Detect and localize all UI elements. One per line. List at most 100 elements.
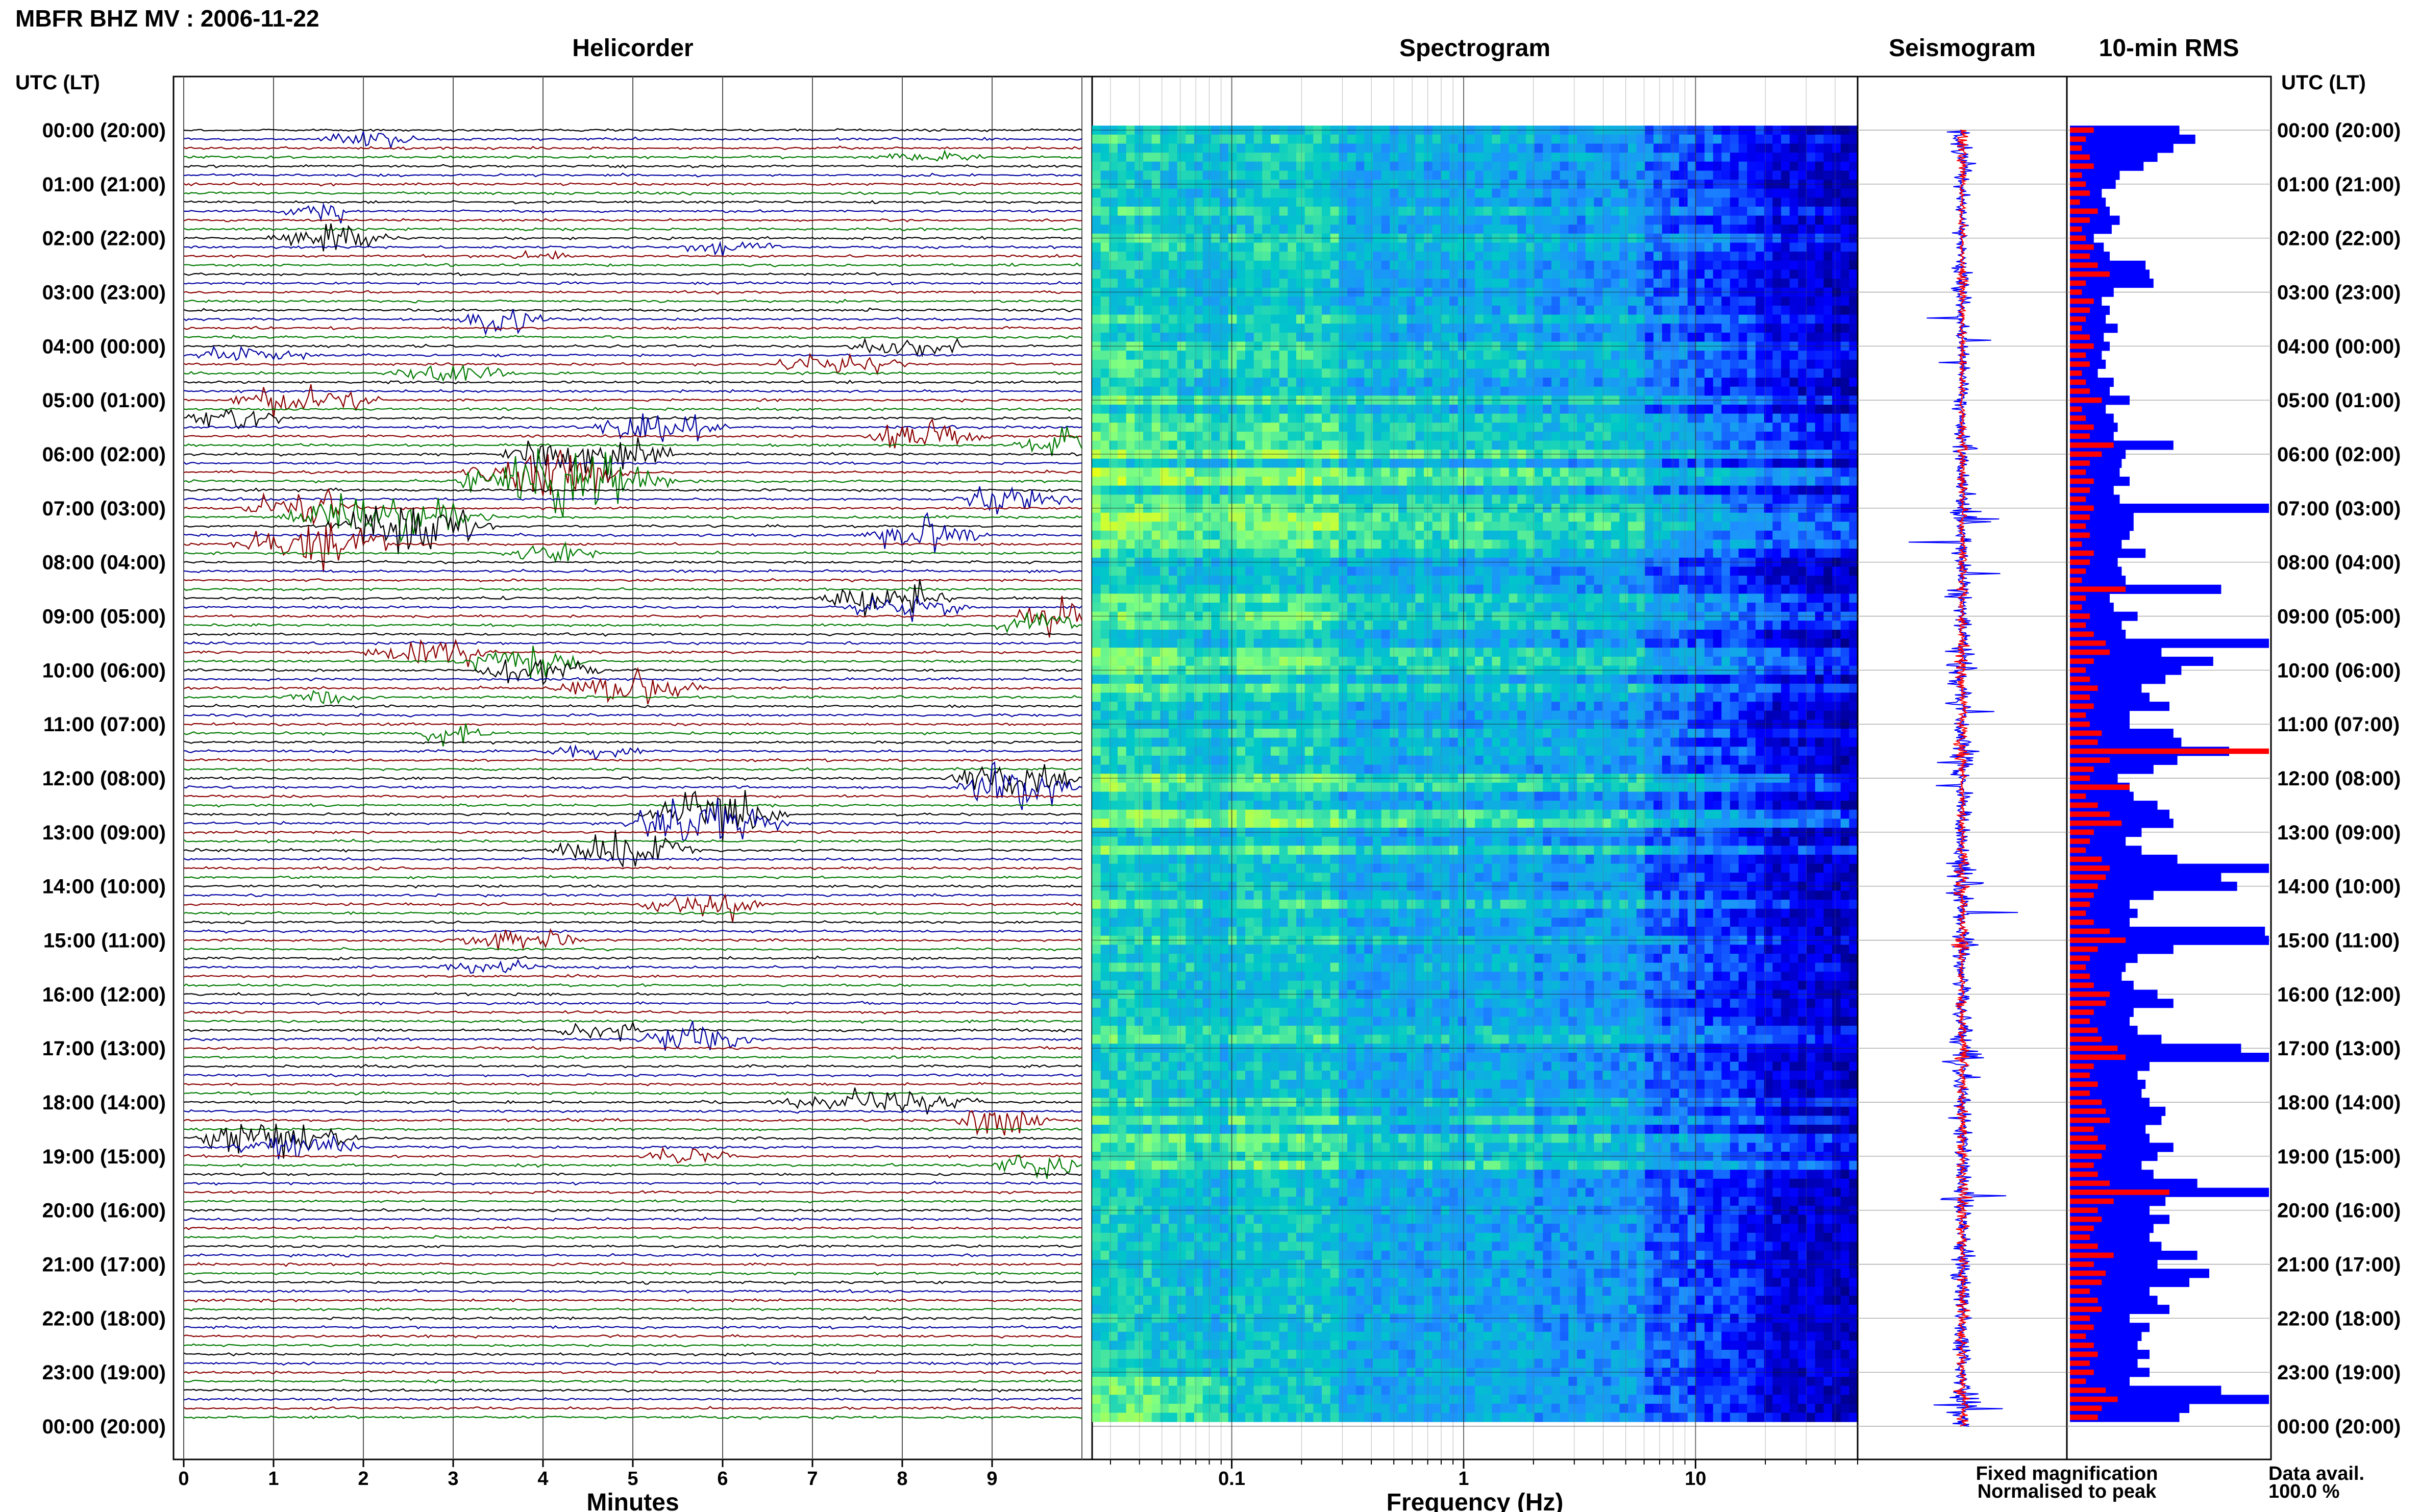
spectrogram-cell — [1611, 494, 1620, 504]
spectrogram-cell — [1271, 576, 1280, 585]
spectrogram-cell — [1543, 539, 1552, 549]
spectrogram-cell — [1475, 359, 1484, 369]
spectrogram-cell — [1815, 458, 1824, 468]
spectrogram-cell — [1568, 188, 1577, 198]
spectrogram-cell — [1194, 206, 1203, 216]
spectrogram-cell — [1347, 423, 1356, 432]
spectrogram-cell — [1568, 242, 1577, 252]
spectrogram-cell — [1840, 351, 1849, 360]
spectrogram-cell — [1296, 332, 1305, 342]
spectrogram-cell — [1526, 188, 1535, 198]
spectrogram-cell — [1551, 306, 1561, 315]
spectrogram-cell — [1662, 522, 1671, 531]
spectrogram-cell — [1500, 215, 1510, 225]
time-label-right: 19:00 (15:00) — [2277, 1146, 2401, 1168]
spectrogram-cell — [1322, 576, 1331, 585]
spectrogram-cell — [1721, 188, 1731, 198]
spectrogram-cell — [1789, 215, 1798, 225]
spectrogram-cell — [1611, 269, 1620, 279]
spectrogram-cell — [1441, 386, 1450, 396]
spectrogram-cell — [1713, 153, 1722, 162]
spectrogram-cell — [1288, 512, 1297, 522]
spectrogram-cell — [1696, 512, 1705, 522]
spectrogram-cell — [1653, 260, 1663, 270]
spectrogram-cell — [1245, 494, 1254, 504]
spectrogram-cell — [1602, 252, 1612, 261]
spectrogram-cell — [1134, 512, 1144, 522]
spectrogram-cell — [1789, 351, 1798, 360]
spectrogram-cell — [1118, 440, 1127, 450]
spectrogram-cell — [1730, 458, 1739, 468]
spectrogram-cell — [1339, 494, 1348, 504]
spectrogram-cell — [1705, 279, 1714, 288]
spectrogram-cell — [1585, 576, 1594, 585]
spectrogram-cell — [1585, 242, 1594, 252]
spectrogram-cell — [1832, 351, 1841, 360]
spectrogram-cell — [1679, 458, 1688, 468]
spectrogram-cell — [1330, 252, 1339, 261]
spectrogram-cell — [1526, 134, 1535, 144]
spectrogram-cell — [1772, 225, 1782, 234]
spectrogram-cell — [1134, 161, 1144, 171]
spectrogram-cell — [1253, 225, 1263, 234]
spectrogram-cell — [1364, 458, 1373, 468]
spectrogram-cell — [1781, 279, 1790, 288]
spectrogram-cell — [1381, 279, 1390, 288]
spectrogram-cell — [1373, 494, 1382, 504]
spectrogram-cell — [1151, 566, 1161, 576]
spectrogram-cell — [1670, 351, 1680, 360]
spectrogram-cell — [1823, 522, 1833, 531]
spectrogram-cell — [1466, 431, 1475, 441]
spectrogram-cell — [1355, 324, 1365, 333]
spectrogram-cell — [1228, 368, 1237, 378]
spectrogram-cell — [1789, 549, 1798, 558]
spectrogram-cell — [1177, 378, 1186, 387]
spectrogram-cell — [1355, 260, 1365, 270]
spectrogram-cell — [1849, 296, 1858, 306]
helicorder-trace-row — [183, 1397, 1082, 1401]
spectrogram-cell — [1143, 539, 1152, 549]
spectrogram-cell — [1815, 197, 1824, 207]
spectrogram-cell — [1364, 494, 1373, 504]
spectrogram-cell — [1092, 306, 1101, 315]
spectrogram-cell — [1424, 332, 1433, 342]
spectrogram-cell — [1126, 477, 1135, 486]
spectrogram-cell — [1237, 584, 1246, 594]
spectrogram-cell — [1594, 405, 1603, 414]
spectrogram-cell — [1798, 378, 1807, 387]
spectrogram-cell — [1738, 584, 1747, 594]
spectrogram-cell — [1279, 405, 1288, 414]
helicorder-trace-row — [183, 1181, 1082, 1186]
spectrogram-cell — [1713, 431, 1722, 441]
spectrogram-cell — [1355, 440, 1365, 450]
spectrogram-cell — [1304, 566, 1314, 576]
spectrogram-cell — [1781, 413, 1790, 423]
spectrogram-cell — [1602, 197, 1612, 207]
spectrogram-cell — [1823, 143, 1833, 153]
spectrogram-cell — [1288, 188, 1297, 198]
spectrogram-cell — [1118, 431, 1127, 441]
spectrogram-cell — [1177, 494, 1186, 504]
spectrogram-cell — [1721, 431, 1731, 441]
spectrogram-cell — [1483, 324, 1492, 333]
spectrogram-cell — [1645, 584, 1654, 594]
spectrogram-cell — [1466, 539, 1475, 549]
spectrogram-cell — [1840, 593, 1849, 603]
spectrogram-cell — [1696, 306, 1705, 315]
spectrogram-cell — [1730, 494, 1739, 504]
spectrogram-cell — [1602, 242, 1612, 252]
spectrogram-cell — [1347, 584, 1356, 594]
spectrogram-cell — [1126, 359, 1135, 369]
spectrogram-cell — [1747, 279, 1756, 288]
spectrogram-cell — [1381, 215, 1390, 225]
spectrogram-cell — [1560, 206, 1569, 216]
spectrogram-cell — [1517, 423, 1526, 432]
spectrogram-cell — [1619, 593, 1628, 603]
spectrogram-cell — [1271, 134, 1280, 144]
spectrogram-cell — [1628, 260, 1637, 270]
spectrogram-cell — [1364, 260, 1373, 270]
spectrogram-cell — [1551, 386, 1561, 396]
spectrogram-cell — [1653, 378, 1663, 387]
spectrogram-cell — [1636, 252, 1645, 261]
spectrogram-cell — [1322, 405, 1331, 414]
